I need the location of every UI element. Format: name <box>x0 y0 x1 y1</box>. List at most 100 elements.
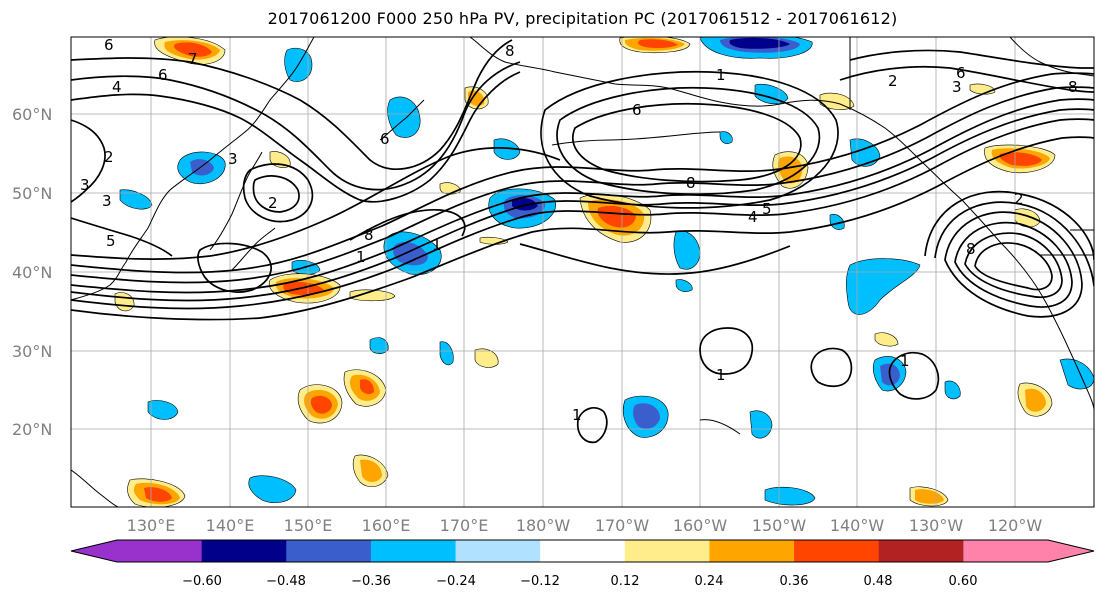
contour-label: 8 <box>1068 78 1078 96</box>
pv-contour <box>810 347 853 388</box>
lat-label: 30°N <box>12 342 52 361</box>
contour-label: 8 <box>364 226 374 244</box>
contour-label: 1 <box>716 66 726 84</box>
precip-blob <box>147 400 179 420</box>
pv-contour <box>71 118 1094 310</box>
precip-blob <box>174 42 212 57</box>
colorbar-segment <box>794 540 880 562</box>
precip-blob <box>749 410 773 439</box>
longitude-labels: 130°E 140°E 150°E 160°E 170°E 180°W 170°… <box>127 516 1043 535</box>
precip-blob <box>729 37 790 49</box>
contour-label: 2 <box>888 72 898 90</box>
colorbar-tick-label: 0.36 <box>780 574 809 589</box>
pv-contour <box>71 72 1094 274</box>
precip-blob <box>439 341 454 366</box>
lon-label: 170°E <box>440 516 489 535</box>
colorbar-tick-label: −0.60 <box>182 574 222 589</box>
map-border <box>70 36 1095 508</box>
precip-blob <box>393 242 428 266</box>
contour-label: 1 <box>432 236 442 254</box>
contour-label: 2 <box>1014 190 1024 208</box>
precip-blob <box>248 475 297 503</box>
lon-label: 150°E <box>284 516 333 535</box>
precip-blob <box>349 289 396 302</box>
precip-blob <box>633 403 660 429</box>
coastline <box>209 151 263 251</box>
lat-label: 50°N <box>12 184 52 203</box>
contour-label: 3 <box>102 192 112 210</box>
pv-contour <box>576 407 608 444</box>
precip-blob <box>777 156 803 184</box>
contour-label: 8 <box>505 42 515 60</box>
precip-blob <box>673 230 701 270</box>
colorbar-extend-right <box>1048 540 1094 562</box>
lon-label: 180°W <box>516 516 571 535</box>
contour-label: 2 <box>104 148 114 166</box>
coastline <box>1009 37 1094 77</box>
lat-label: 40°N <box>12 263 52 282</box>
pv-contour <box>839 65 1094 93</box>
pv-contour <box>954 221 1073 308</box>
pv-contour <box>71 147 561 260</box>
lon-label: 160°E <box>362 516 411 535</box>
contour-label: 7 <box>188 50 198 68</box>
contour-label: 1 <box>900 352 910 370</box>
precip-blob <box>719 131 733 144</box>
precip-blob <box>597 205 636 228</box>
pv-contour <box>519 243 791 275</box>
pv-contours <box>71 39 1094 444</box>
pv-contour <box>349 209 466 241</box>
coastline <box>71 469 119 507</box>
pv-contour <box>71 61 521 191</box>
pv-contour <box>974 242 1053 291</box>
colorbar-tick-label: −0.24 <box>436 574 476 589</box>
contour-label: 3 <box>228 150 238 168</box>
colorbar-segment <box>624 540 710 562</box>
contour-label: 5 <box>106 232 116 250</box>
precip-blob <box>468 90 485 106</box>
pv-contour <box>924 190 1094 261</box>
precip-blob <box>310 395 332 414</box>
precip-blob <box>874 332 899 347</box>
contour-label: 1 <box>716 366 726 384</box>
contour-label: 6 <box>158 66 168 84</box>
coastline <box>379 99 425 141</box>
contour-label: 1 <box>572 406 582 424</box>
pv-contour <box>242 163 314 223</box>
lon-label: 170°W <box>595 516 650 535</box>
pv-contour <box>540 70 839 209</box>
precip-blob <box>999 152 1042 166</box>
lon-label: 140°W <box>830 516 885 535</box>
pv-contour <box>71 217 173 257</box>
precip-blob <box>764 486 816 506</box>
precipitation-shading <box>114 37 1094 507</box>
precip-blob <box>829 214 845 230</box>
colorbar-tick-label: 0.48 <box>864 574 893 589</box>
precip-blob <box>360 459 382 482</box>
contour-label: 5 <box>762 200 772 218</box>
pv-contour <box>699 327 754 375</box>
lon-label: 120°W <box>988 516 1043 535</box>
contour-label: 4 <box>112 78 122 96</box>
pv-contour <box>252 175 300 213</box>
colorbar-segment <box>370 540 457 562</box>
coastline <box>71 37 315 301</box>
colorbar-tick-label: 0.12 <box>611 574 640 589</box>
lon-label: 130°E <box>127 516 176 535</box>
precip-blob <box>360 379 374 395</box>
lat-label: 60°N <box>12 105 52 124</box>
contour-label: 3 <box>80 176 90 194</box>
coastline <box>469 37 1094 411</box>
colorbar-tick-label: 0.60 <box>949 574 978 589</box>
colorbar-segment <box>455 540 541 562</box>
pv-contour <box>71 136 1094 321</box>
colorbar-segment <box>117 540 203 562</box>
contour-label: 4 <box>748 208 758 226</box>
colorbar-segment <box>963 540 1049 562</box>
contour-label: 6 <box>380 130 390 148</box>
precip-blob <box>944 380 961 400</box>
lon-label: 140°E <box>206 516 255 535</box>
precip-blob <box>474 348 499 368</box>
lon-label: 160°W <box>673 516 728 535</box>
pv-contour <box>71 119 106 203</box>
